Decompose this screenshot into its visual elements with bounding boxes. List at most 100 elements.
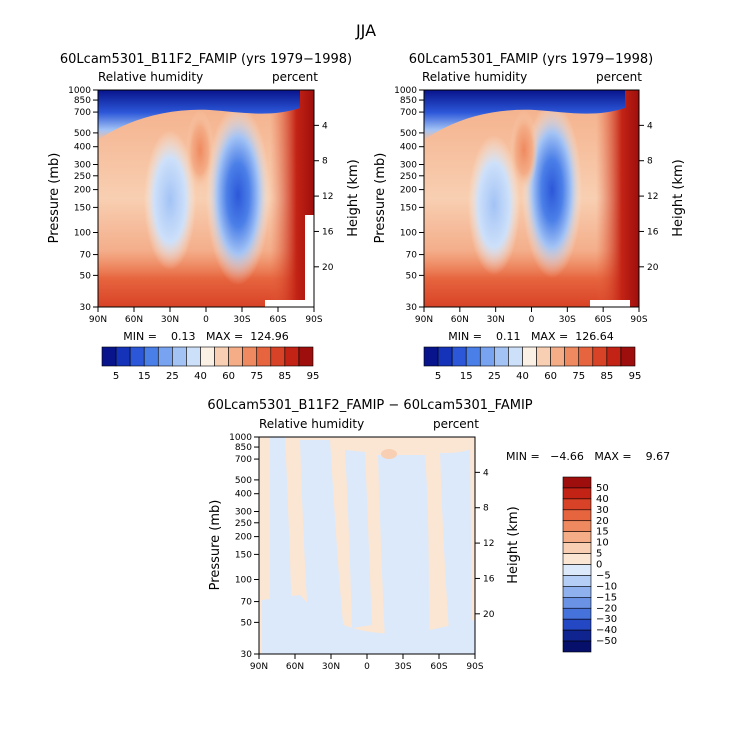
y-tick-label: 50 <box>241 618 253 628</box>
panel-a-field <box>98 90 314 307</box>
y-tick-label: 200 <box>400 186 417 196</box>
y-tick-label: 150 <box>235 550 252 560</box>
colorbar-box <box>256 346 272 367</box>
x-tick-label: 90S <box>630 315 647 325</box>
y-tick-label: 100 <box>74 228 91 238</box>
panel-diff-ylabel-right: Height (km) <box>506 506 521 583</box>
height-tick-label: 8 <box>483 504 489 514</box>
panel-a-stats: MIN = 0.13 MAX = 124.96 <box>123 330 288 343</box>
y-tick-label: 50 <box>80 271 92 281</box>
colorbar-label: −5 <box>596 570 611 581</box>
y-tick-label: 300 <box>235 508 252 518</box>
colorbar-box <box>562 564 592 576</box>
y-tick-label: 700 <box>235 455 252 465</box>
y-tick-label: 200 <box>74 186 91 196</box>
colorbar-label: −30 <box>596 614 617 625</box>
y-tick-label: 200 <box>235 533 252 543</box>
panel-a-axes: 3050701001502002503004005007008501000481… <box>68 86 334 325</box>
colorbar-box <box>465 346 481 367</box>
colorbar-label: 5 <box>113 371 119 382</box>
y-tick-label: 30 <box>80 303 92 313</box>
y-tick-label: 30 <box>241 650 253 660</box>
panel-b-ylabel-right: Height (km) <box>671 159 686 236</box>
colorbar-label: 50 <box>596 483 609 494</box>
panel-b-field <box>424 90 639 307</box>
colorbar-label: 25 <box>166 371 179 382</box>
y-tick-label: 1000 <box>394 86 417 96</box>
panel-b-left-label: Relative humidity <box>422 70 527 84</box>
colorbar-label: −20 <box>596 603 617 614</box>
x-tick-label: 90S <box>466 662 483 672</box>
y-tick-label: 500 <box>235 476 252 486</box>
panel-a-right-label: percent <box>272 70 318 84</box>
height-tick-label: 16 <box>647 227 659 237</box>
colorbar-box <box>423 346 439 367</box>
panel-diff: 60Lcam5301_B11F2_FAMIP − 60Lcam5301_FAMI… <box>207 398 670 672</box>
panel-diff-field <box>259 437 475 654</box>
x-tick-label: 0 <box>203 315 209 325</box>
y-tick-label: 50 <box>406 271 418 281</box>
y-tick-label: 100 <box>400 228 417 238</box>
colorbar-label: 30 <box>596 505 609 516</box>
colorbar-label: 40 <box>596 494 609 505</box>
panel-diff-right-label: percent <box>433 417 479 431</box>
y-tick-label: 70 <box>406 251 418 261</box>
height-tick-label: 4 <box>322 121 328 131</box>
y-tick-label: 400 <box>400 143 417 153</box>
height-tick-label: 20 <box>647 263 659 273</box>
panel-b-colorbar: 5 15 25 40 60 75 85 95 <box>423 346 642 382</box>
colorbar-box <box>562 498 592 511</box>
colorbar-label: 10 <box>596 538 609 549</box>
x-tick-label: 90S <box>305 315 322 325</box>
y-tick-label: 300 <box>400 161 417 171</box>
panel-b-title: 60Lcam5301_FAMIP (yrs 1979−1998) <box>409 52 654 67</box>
colorbar-box <box>578 346 594 367</box>
x-tick-label: 30N <box>161 315 179 325</box>
colorbar-box <box>172 346 187 367</box>
panel-b-axes: 3050701001502002503004005007008501000481… <box>394 86 659 325</box>
colorbar-box <box>494 346 509 367</box>
panel-diff-title: 60Lcam5301_B11F2_FAMIP − 60Lcam5301_FAMI… <box>207 398 532 413</box>
x-tick-label: 60N <box>286 662 304 672</box>
colorbar-box <box>129 346 145 367</box>
colorbar-box <box>200 346 215 367</box>
panel-diff-axes: 3050701001502002503004005007008501000481… <box>229 433 495 672</box>
y-tick-label: 250 <box>74 172 91 182</box>
y-tick-label: 250 <box>235 519 252 529</box>
colorbar-label: 40 <box>194 371 207 382</box>
colorbar-label: 75 <box>250 371 263 382</box>
y-tick-label: 850 <box>400 96 417 106</box>
y-tick-label: 500 <box>74 129 91 139</box>
colorbar-box <box>562 531 592 543</box>
colorbar-box <box>562 553 592 565</box>
y-tick-label: 150 <box>400 203 417 213</box>
colorbar-label: 60 <box>544 371 557 382</box>
x-tick-label: 60S <box>269 315 286 325</box>
colorbar-box <box>536 346 551 367</box>
colorbar-box <box>562 629 592 642</box>
colorbar-box <box>564 346 580 367</box>
y-tick-label: 70 <box>241 598 253 608</box>
colorbar-label: −10 <box>596 581 617 592</box>
x-tick-label: 60N <box>125 315 143 325</box>
panel-diff-left-label: Relative humidity <box>259 417 364 431</box>
x-tick-label: 90N <box>415 315 433 325</box>
colorbar-box <box>115 346 131 367</box>
x-tick-label: 30S <box>394 662 411 672</box>
colorbar-label: 95 <box>629 371 642 382</box>
colorbar-box <box>562 575 592 587</box>
colorbar-label: 85 <box>600 371 613 382</box>
x-tick-label: 60N <box>451 315 469 325</box>
colorbar-label: 0 <box>596 560 602 571</box>
x-tick-label: 30S <box>233 315 250 325</box>
panel-a-left-label: Relative humidity <box>98 70 203 84</box>
colorbar-box <box>562 542 592 554</box>
panel-a-title: 60Lcam5301_B11F2_FAMIP (yrs 1979−1998) <box>60 52 352 67</box>
colorbar-box <box>284 346 300 367</box>
colorbar-box <box>550 346 565 367</box>
colorbar-label: 75 <box>572 371 585 382</box>
colorbar-label: −50 <box>596 636 617 647</box>
colorbar-box <box>298 346 314 367</box>
